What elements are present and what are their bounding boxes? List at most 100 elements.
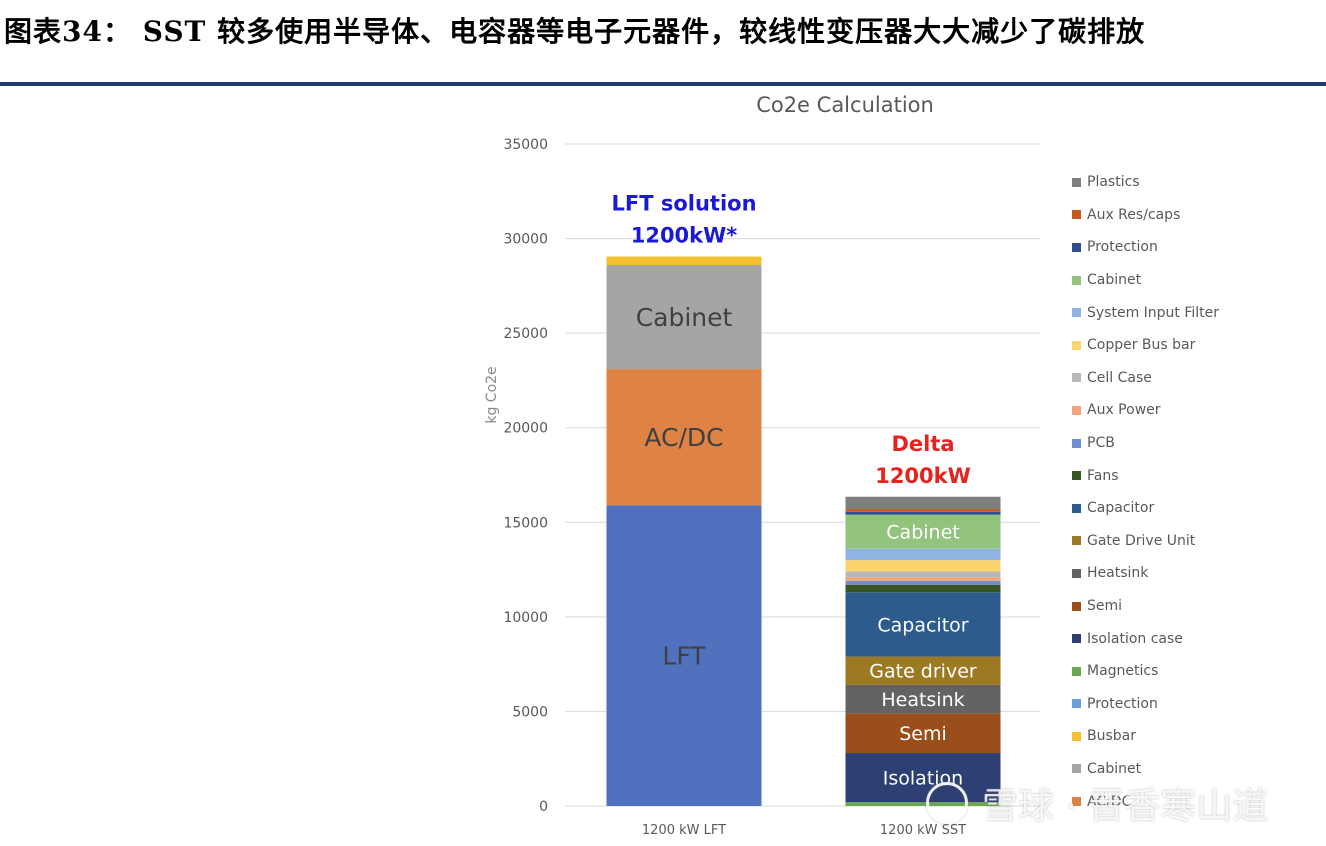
y-tick-label: 0	[539, 799, 548, 815]
legend-swatch	[1072, 308, 1081, 318]
bar-segment	[845, 584, 1001, 593]
bar-segment	[845, 560, 1001, 572]
bar-segment	[606, 369, 762, 506]
bar-segment	[845, 713, 1001, 754]
legend-swatch	[1072, 797, 1081, 807]
legend-item: Cabinet	[1072, 753, 1322, 786]
bar-annotation: LFT solution	[611, 192, 756, 216]
legend-label: PCB	[1087, 435, 1115, 452]
legend-label: Aux Res/caps	[1087, 206, 1181, 223]
legend-label: Protection	[1087, 695, 1158, 712]
chart-legend: Plastics Aux Res/caps Protection Cabinet Sys…	[1072, 166, 1322, 818]
legend-label: System Input Filter	[1087, 304, 1220, 321]
legend-label: Fans	[1087, 467, 1119, 484]
legend-label: Isolation case	[1087, 630, 1183, 647]
legend-label: Gate Drive Unit	[1087, 532, 1196, 549]
bar-segment	[845, 571, 1001, 578]
bar-segment	[606, 256, 762, 266]
legend-swatch	[1072, 340, 1081, 350]
legend-swatch	[1072, 634, 1081, 644]
x-category-label: 1200 kW LFT	[642, 823, 726, 838]
legend-swatch	[1072, 405, 1081, 415]
legend-swatch	[1072, 438, 1081, 448]
legend-label: Copper Bus bar	[1087, 337, 1196, 354]
legend-label: Busbar	[1087, 728, 1136, 745]
segment-label: Cabinet	[636, 303, 733, 332]
heading-rule	[0, 82, 1326, 86]
chart-title: Co2e Calculation	[756, 93, 934, 117]
legend-swatch	[1072, 210, 1081, 220]
legend-swatch	[1072, 731, 1081, 741]
y-tick-label: 35000	[503, 137, 548, 153]
bar-segment	[845, 514, 1001, 549]
bar-annotation: Delta	[891, 432, 954, 456]
legend-label: Magnetics	[1087, 663, 1159, 680]
legend-item: PCB	[1072, 427, 1322, 460]
bar-segment	[845, 548, 1001, 561]
segment-label: LFT	[662, 642, 706, 671]
legend-item: Semi	[1072, 590, 1322, 623]
legend-swatch	[1072, 666, 1081, 676]
bar-segment	[845, 802, 1001, 806]
y-tick-label: 5000	[512, 704, 548, 720]
legend-item: Protection	[1072, 688, 1322, 721]
bar-segment	[845, 592, 1001, 657]
legend-swatch	[1072, 601, 1081, 611]
segment-label: Semi	[899, 723, 947, 745]
x-category-label: 1200 kW SST	[880, 823, 966, 838]
legend-swatch	[1072, 373, 1081, 383]
legend-swatch	[1072, 536, 1081, 546]
segment-label: Cabinet	[886, 522, 959, 544]
legend-label: Aux Power	[1087, 402, 1161, 419]
bar-segment	[845, 580, 1001, 585]
snowball-logo-icon	[926, 782, 968, 824]
segment-label: Gate driver	[869, 661, 977, 683]
legend-label: Cabinet	[1087, 272, 1142, 289]
y-tick-label: 20000	[503, 421, 548, 437]
legend-swatch	[1072, 503, 1081, 513]
legend-item: Aux Power	[1072, 394, 1322, 427]
bar-segment	[845, 753, 1001, 803]
bar-segment	[845, 509, 1001, 512]
y-tick-label: 25000	[503, 326, 548, 342]
bar-segment	[845, 577, 1001, 581]
legend-swatch	[1072, 471, 1081, 481]
legend-label: Cell Case	[1087, 369, 1152, 386]
y-axis-label: kg Co2e	[484, 366, 500, 423]
bar-segment	[845, 496, 1001, 510]
figure-heading: 图表34： SST 较多使用半导体、电容器等电子元器件，较线性变压器大大减少了碳…	[4, 15, 1146, 48]
legend-item: Isolation case	[1072, 622, 1322, 655]
y-tick-label: 30000	[503, 232, 548, 248]
watermark: 雪球 · 晋香寒山道	[926, 778, 1306, 828]
legend-item: Plastics	[1072, 166, 1322, 199]
bar-annotation: 1200kW*	[631, 224, 738, 248]
legend-swatch	[1072, 177, 1081, 187]
legend-label: Semi	[1087, 598, 1123, 615]
legend-swatch	[1072, 275, 1081, 285]
legend-item: Heatsink	[1072, 557, 1322, 590]
legend-label: Heatsink	[1087, 565, 1149, 582]
segment-label: AC/DC	[644, 423, 723, 452]
bar-segment	[845, 511, 1001, 515]
legend-label: Cabinet	[1087, 760, 1142, 777]
legend-item: AC/DC	[1072, 785, 1322, 818]
bar-segment	[845, 656, 1001, 685]
legend-swatch	[1072, 242, 1081, 252]
segment-label: Heatsink	[881, 689, 964, 711]
legend-swatch	[1072, 764, 1081, 774]
bar-segment	[606, 265, 762, 370]
segment-label: Capacitor	[877, 614, 968, 636]
bar-annotation: 1200kW	[875, 464, 971, 488]
legend-item: Aux Res/caps	[1072, 199, 1322, 232]
legend-item: Copper Bus bar	[1072, 329, 1322, 362]
legend-item: Fans	[1072, 459, 1322, 492]
legend-item: Magnetics	[1072, 655, 1322, 688]
legend-item: Gate Drive Unit	[1072, 525, 1322, 558]
legend-item: Busbar	[1072, 720, 1322, 753]
legend-label: AC/DC	[1087, 793, 1132, 810]
y-tick-label: 10000	[503, 610, 548, 626]
co2e-stacked-bar-chart: Co2e Calculation kg Co2e 0 5000 10000 15000 20…	[484, 93, 1040, 838]
legend-label: Protection	[1087, 239, 1158, 256]
bar-segment	[845, 684, 1001, 714]
legend-item: Capacitor	[1072, 492, 1322, 525]
